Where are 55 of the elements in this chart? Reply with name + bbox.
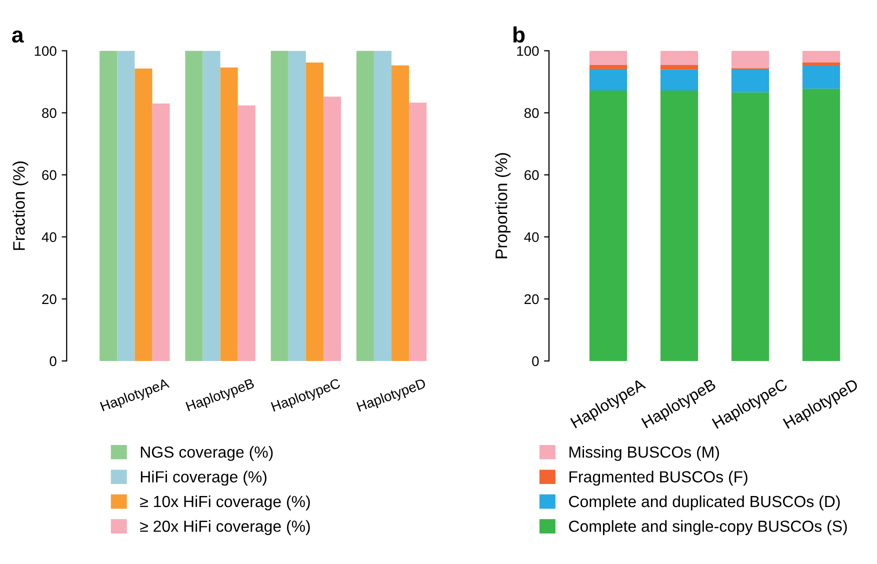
y-tick-label: 100 (517, 46, 539, 56)
legend-label: Fragmented BUSCOs (F) (570, 470, 748, 486)
bar (660, 90, 698, 361)
bar (660, 65, 698, 70)
y-tick-label: 100 (34, 46, 56, 56)
y-tick-label: 0 (532, 356, 539, 366)
y-tick-label: 20 (524, 294, 539, 304)
bar (589, 65, 628, 70)
legend-label: Complete and single-copy BUSCOs (S) (569, 520, 847, 536)
bar (288, 50, 306, 361)
legend-label: Missing BUSCOs (M) (570, 446, 719, 461)
legend-label: NGS coverage (%) (140, 446, 273, 461)
legend-label: ≥ 10x HiFi coverage (%) (140, 495, 310, 510)
legend-label: Complete and duplicated BUSCOs (D) (569, 495, 840, 510)
bar (731, 92, 770, 361)
chart-title: b (513, 26, 525, 43)
bar (802, 88, 840, 361)
y-tick-label: 80 (42, 108, 56, 118)
y-tick-label: 60 (42, 170, 56, 180)
bar (323, 96, 342, 361)
legend-label: HiFi coverage (%) (140, 470, 266, 486)
bar (589, 90, 628, 361)
bar (802, 50, 840, 63)
bar (589, 69, 628, 90)
bar (392, 65, 410, 361)
bar (152, 103, 170, 361)
y-axis-title: Proportion (%) (495, 153, 511, 258)
legend-label: ≥ 20x HiFi coverage (%) (140, 520, 310, 536)
bar (374, 50, 392, 361)
bar (270, 50, 288, 361)
bar (185, 50, 203, 361)
y-tick-label: 0 (50, 356, 56, 366)
chart-title: a (12, 30, 24, 43)
bar (409, 102, 427, 361)
bar (220, 68, 238, 361)
bar (802, 62, 840, 66)
bar (202, 50, 220, 361)
y-tick-label: 80 (524, 108, 539, 118)
bar (589, 50, 628, 66)
bar (238, 105, 256, 361)
bar (660, 50, 698, 66)
bar (731, 69, 770, 92)
y-tick-label: 60 (524, 170, 539, 180)
bar (100, 50, 118, 361)
y-tick-label: 20 (42, 294, 56, 304)
bar (306, 62, 324, 361)
bar (356, 50, 374, 361)
y-axis-title: Fraction (%) (12, 162, 28, 250)
y-tick-label: 40 (42, 232, 56, 242)
bar (134, 68, 152, 361)
y-tick-label: 40 (524, 232, 539, 242)
bar (117, 50, 135, 361)
bar (731, 50, 770, 68)
bar (802, 66, 840, 89)
bar (660, 70, 698, 90)
